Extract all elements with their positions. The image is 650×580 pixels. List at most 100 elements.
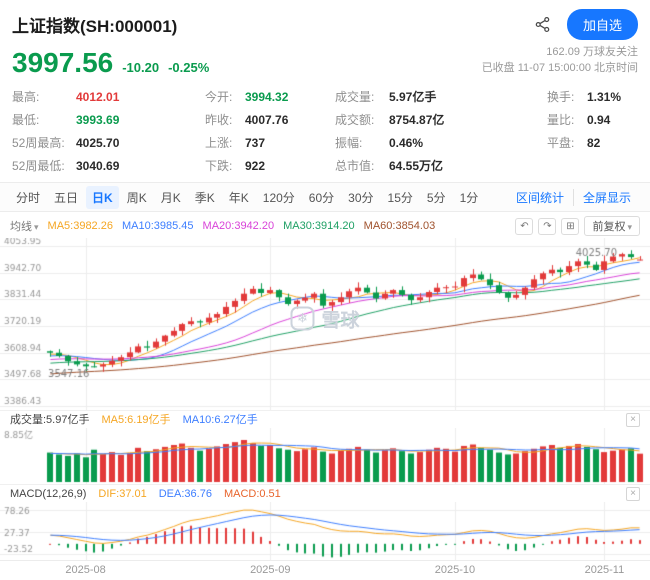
indicator-settings-icon[interactable]: ⊞: [561, 217, 580, 235]
tab-5day[interactable]: 五日: [54, 190, 79, 205]
quote-section: 3997.56 -10.20 -0.25% 162.09 万球友关注 已收盘 1…: [0, 42, 650, 83]
macd-dif-legend: DIF:37.01: [98, 488, 147, 500]
quote-meta: 162.09 万球友关注 已收盘 11-07 15:00:00 北京时间: [482, 44, 638, 79]
tab-minute[interactable]: 分时: [16, 190, 41, 205]
ma30-legend: MA30:3914.20: [283, 220, 355, 232]
stat-label: 换手:: [547, 90, 575, 104]
stat-value: 5.97亿手: [389, 90, 437, 104]
main-chart-pane: ❄ 雪球: [0, 238, 650, 410]
stat-label: 振幅:: [335, 136, 363, 150]
stat-value: 0.46%: [389, 136, 424, 150]
share-icon[interactable]: [534, 16, 551, 33]
stat-item-decliners: 下跌: 922: [205, 158, 335, 174]
stats-grid: 最高: 4012.01 最低: 3993.69 52周最高: 4025.70 52周最…: [0, 83, 650, 182]
page-title: 上证指数(SH:000001): [12, 17, 178, 36]
stats-column-4: 换手: 1.31% 量比: 0.94 平盘: 82: [547, 89, 638, 174]
quote-price-group: 3997.56 -10.20 -0.25%: [12, 47, 209, 79]
undo-icon[interactable]: ↶: [515, 217, 534, 235]
tab-15min[interactable]: 15分: [387, 190, 413, 205]
x-axis-label: 2025-10: [434, 564, 476, 576]
range-stats-link[interactable]: 区间统计: [515, 190, 564, 205]
stat-value: 1.31%: [587, 90, 622, 104]
chevron-down-icon: ▾: [34, 222, 39, 232]
x-axis-label: 2025-11: [584, 564, 625, 576]
app-header: 上证指数(SH:000001) 加自选: [0, 0, 650, 42]
ma5-legend: MA5:3982.26: [47, 220, 113, 232]
stat-value: 82: [587, 136, 601, 150]
stat-item-advancers: 上涨: 737: [205, 135, 335, 151]
chevron-down-icon: ▾: [627, 222, 632, 232]
x-axis: 2025-08 2025-09 2025-10 2025-11: [0, 560, 650, 580]
ma-legend-bar: 均线 ▾ MA5:3982.26 MA10:3985.45 MA20:3942.2…: [0, 212, 650, 238]
ma60-legend: MA60:3854.03: [363, 220, 436, 232]
redo-icon[interactable]: ↷: [538, 217, 557, 235]
stat-item-52w-low: 52周最低: 3040.69: [12, 158, 205, 174]
stat-value: 737: [245, 136, 266, 150]
stats-column-1: 最高: 4012.01 最低: 3993.69 52周最高: 4025.70 52周最…: [12, 89, 205, 174]
add-watchlist-button[interactable]: 加自选: [566, 9, 638, 40]
market-status: 已收盘 11-07 15:00:00 北京时间: [481, 62, 638, 74]
stat-label: 平盘:: [547, 136, 575, 150]
tab-daily-k[interactable]: 日K: [86, 185, 119, 209]
stat-item-volume: 成交量: 5.97亿手: [335, 89, 547, 105]
followers-count: 162.09 万球友关注: [546, 46, 638, 58]
macd-dea-legend: DEA:36.76: [158, 488, 212, 500]
tabbar-links: 区间统计 全屏显示: [507, 188, 640, 206]
x-axis-label: 2025-08: [65, 564, 106, 576]
stat-value: 3993.69: [76, 113, 120, 127]
adjust-mode-dropdown[interactable]: 前复权 ▾: [584, 216, 640, 236]
stat-label: 下跌:: [205, 159, 233, 173]
macd-value-legend: MACD:0.51: [223, 488, 281, 500]
ma-settings-button[interactable]: 均线 ▾: [10, 221, 39, 233]
stat-item-low: 最低: 3993.69: [12, 112, 205, 128]
main-chart-canvas[interactable]: [0, 238, 650, 410]
stat-item-open: 今开: 3994.32: [205, 89, 335, 105]
stat-value: 922: [245, 159, 266, 173]
stat-value: 3994.32: [245, 90, 289, 104]
macd-pane-header: MACD(12,26,9) DIF:37.01 DEA:36.76 MACD:0…: [0, 484, 650, 502]
price-change: -10.20: [122, 60, 160, 75]
stat-item-high: 最高: 4012.01: [12, 89, 205, 105]
stat-item-amplitude: 振幅: 0.46%: [335, 135, 547, 151]
fullscreen-link[interactable]: 全屏显示: [572, 188, 640, 206]
stat-label: 52周最低:: [12, 159, 65, 173]
tab-yearly-k[interactable]: 年K: [228, 190, 249, 205]
stat-item-unchanged: 平盘: 82: [547, 135, 638, 151]
macd-chart-canvas[interactable]: [0, 502, 650, 560]
x-axis-label: 2025-09: [250, 564, 291, 576]
stat-value: 4012.01: [76, 90, 120, 104]
volume-ma10-legend: MA10:6.27亿手: [182, 414, 258, 426]
stat-item-turnover-rate: 换手: 1.31%: [547, 89, 638, 105]
header-actions: 加自选: [534, 9, 638, 40]
stat-value: 4007.76: [245, 113, 289, 127]
current-price: 3997.56: [12, 47, 114, 78]
volume-pane-close-button[interactable]: ×: [626, 413, 640, 427]
tab-monthly-k[interactable]: 月K: [160, 190, 181, 205]
tab-weekly-k[interactable]: 周K: [126, 190, 147, 205]
tab-30min[interactable]: 30分: [348, 190, 374, 205]
period-tab-bar: 分时 五日 日K 周K 月K 季K 年K 120分 60分 30分 15分 5分…: [0, 182, 650, 212]
price-change-percent: -0.25%: [168, 60, 210, 75]
stat-value: 3040.69: [76, 159, 120, 173]
stats-column-3: 成交量: 5.97亿手 成交额: 8754.87亿 振幅: 0.46% 总市值: 64.…: [335, 89, 547, 174]
tab-60min[interactable]: 60分: [308, 190, 335, 205]
stat-item-prev-close: 昨收: 4007.76: [205, 112, 335, 128]
stat-item-52w-high: 52周最高: 4025.70: [12, 135, 205, 151]
stat-item-volume-ratio: 量比: 0.94: [547, 112, 638, 128]
stat-label: 52周最高:: [12, 136, 65, 150]
stat-value: 4025.70: [76, 136, 120, 150]
tab-quarterly-k[interactable]: 季K: [194, 190, 215, 205]
stat-label: 昨收:: [205, 113, 233, 127]
tab-120min[interactable]: 120分: [262, 190, 295, 205]
volume-chart-canvas[interactable]: [0, 428, 650, 484]
volume-pane-title: 成交量:5.97亿手: [10, 414, 90, 426]
tab-5min[interactable]: 5分: [426, 190, 446, 205]
volume-pane-header: 成交量:5.97亿手 MA5:6.19亿手 MA10:6.27亿手 ×: [0, 410, 650, 428]
stat-label: 成交额:: [335, 113, 375, 127]
tab-1min[interactable]: 1分: [459, 190, 479, 205]
chart-toolbar: ↶ ↷ ⊞ 前复权 ▾: [515, 216, 640, 236]
ma20-legend: MA20:3942.20: [202, 220, 275, 232]
stat-label: 总市值:: [335, 159, 375, 173]
stat-label: 上涨:: [205, 136, 233, 150]
macd-pane-close-button[interactable]: ×: [626, 487, 640, 501]
